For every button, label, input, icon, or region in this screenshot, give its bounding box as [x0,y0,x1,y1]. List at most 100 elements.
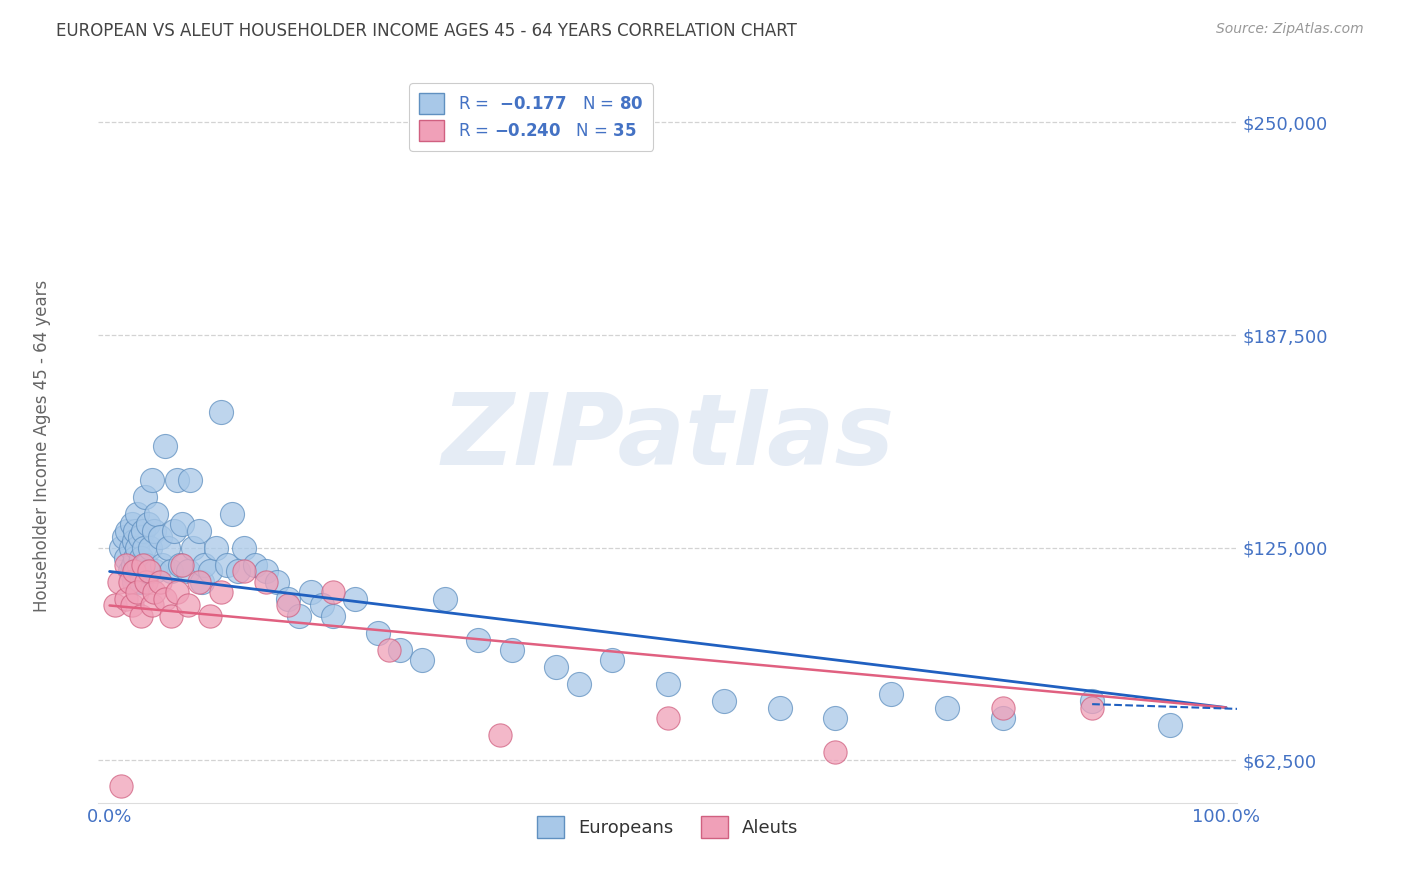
Point [768,700,790,714]
Point [122,533,145,548]
Point [169,558,191,572]
Point [115,558,138,572]
Point [187,574,209,589]
Point [567,677,589,691]
Point [546,659,568,673]
Point [367,625,389,640]
Point [166,473,188,487]
Point [135,574,157,589]
Point [166,585,188,599]
Point [266,574,288,589]
Point [163,524,186,538]
Point [160,565,183,579]
Point [388,642,411,657]
Point [191,574,214,589]
Legend: Europeans, Aleuts: Europeans, Aleuts [530,808,806,845]
Point [128,558,150,572]
Point [160,608,183,623]
Point [204,541,226,555]
Point [127,541,149,555]
Point [136,516,159,531]
Point [1081,694,1104,708]
Point [221,507,243,521]
Point [991,711,1014,725]
Point [115,550,138,565]
Point [299,585,322,599]
Point [172,516,194,531]
Point [121,516,143,531]
Point [209,585,232,599]
Point [322,585,344,599]
Point [122,558,145,572]
Point [111,813,134,827]
Point [118,565,141,579]
Point [124,524,146,538]
Point [107,574,129,589]
Point [155,591,177,606]
Point [311,599,333,613]
Point [127,585,149,599]
Point [209,404,232,418]
Point [135,558,157,572]
Point [132,558,155,572]
Point [124,550,146,565]
Point [122,565,145,579]
Point [991,700,1014,714]
Point [104,599,127,613]
Point [138,565,160,579]
Point [322,608,344,623]
Point [155,439,177,453]
Point [657,677,679,691]
Point [141,599,163,613]
Point [129,550,152,565]
Point [177,599,200,613]
Point [1159,717,1181,731]
Text: ZIPatlas: ZIPatlas [441,389,894,485]
Point [110,541,132,555]
Text: Householder Income Ages 45 - 64 years: Householder Income Ages 45 - 64 years [34,280,51,612]
Point [172,558,194,572]
Point [134,541,156,555]
Point [143,524,166,538]
Point [411,653,433,667]
Point [232,565,254,579]
Text: EUROPEAN VS ALEUT HOUSEHOLDER INCOME AGES 45 - 64 YEARS CORRELATION CHART: EUROPEAN VS ALEUT HOUSEHOLDER INCOME AGE… [56,22,797,40]
Point [198,565,221,579]
Point [110,779,132,793]
Point [134,490,156,504]
Point [600,653,623,667]
Point [277,599,299,613]
Point [145,565,167,579]
Point [713,694,735,708]
Point [183,541,205,555]
Point [254,565,277,579]
Point [433,591,456,606]
Point [277,591,299,606]
Point [824,745,846,759]
Point [128,531,150,545]
Point [824,711,846,725]
Point [215,558,238,572]
Point [129,574,152,589]
Point [120,541,142,555]
Point [288,608,311,623]
Point [112,531,135,545]
Point [125,565,148,579]
Point [177,565,200,579]
Point [117,524,139,538]
Point [254,574,277,589]
Point [489,728,512,742]
Point [880,687,903,701]
Point [145,507,167,521]
Point [377,642,399,657]
Point [132,524,155,538]
Point [657,711,679,725]
Point [179,473,201,487]
Text: Source: ZipAtlas.com: Source: ZipAtlas.com [1216,22,1364,37]
Point [149,531,172,545]
Point [131,565,153,579]
Point [198,608,221,623]
Point [193,558,215,572]
Point [936,700,959,714]
Point [243,558,266,572]
